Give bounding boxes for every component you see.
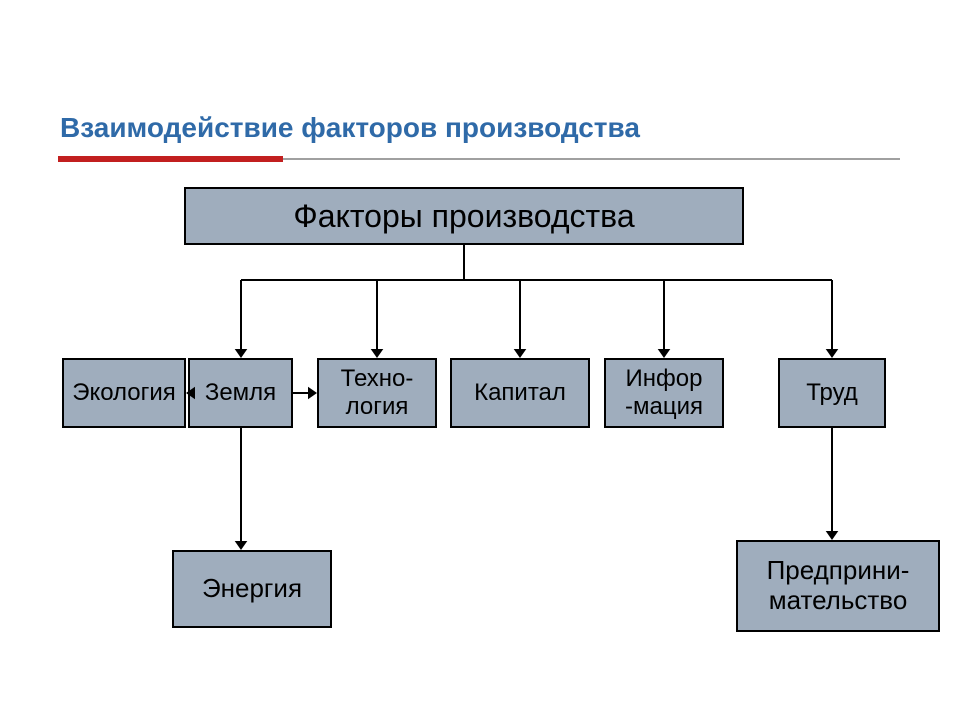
node-labor: Труд xyxy=(778,358,886,428)
title-underline-thick xyxy=(58,156,283,162)
node-technology: Техно- логия xyxy=(317,358,437,428)
node-ecology: Экология xyxy=(62,358,186,428)
node-entrepreneurship: Предприни- мательство xyxy=(736,540,940,632)
slide-stage: Взаимодействие факторов производства Фак… xyxy=(0,0,960,720)
title-underline-thin xyxy=(283,158,900,160)
node-energy: Энергия xyxy=(172,550,332,628)
node-land: Земля xyxy=(188,358,293,428)
node-root: Факторы производства xyxy=(184,187,744,245)
node-capital: Капитал xyxy=(450,358,590,428)
node-information: Инфор -мация xyxy=(604,358,724,428)
slide-title: Взаимодействие факторов производства xyxy=(60,112,640,144)
